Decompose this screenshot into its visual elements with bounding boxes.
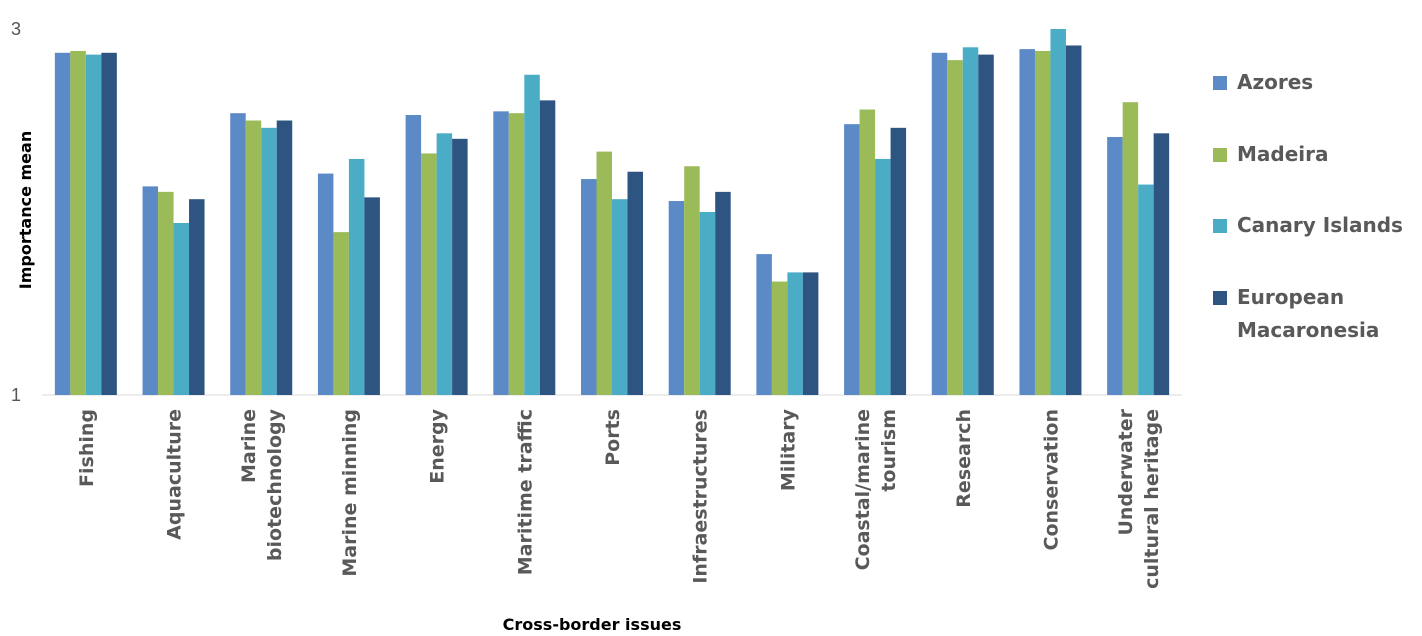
bar: [158, 191, 174, 395]
legend-label: Macaronesia: [1237, 318, 1379, 342]
bar: [756, 254, 772, 395]
legend-swatch: [1213, 76, 1227, 90]
bar: [787, 272, 803, 395]
bar: [493, 111, 509, 395]
legend-swatch: [1213, 148, 1227, 162]
bar: [405, 115, 422, 395]
y-tick-label: 3: [11, 19, 21, 39]
bar: [508, 113, 525, 396]
y-axis-title: Importance mean: [16, 131, 35, 289]
y-tick-label: 1: [11, 385, 21, 405]
legend: Azores Madeira Canary Islands European Macar…: [1213, 70, 1403, 342]
x-tick-label: Military: [777, 408, 799, 491]
x-tick-label: Coastal/marine: [852, 409, 874, 570]
x-tick-label: Aquaculture: [164, 409, 186, 540]
bar: [261, 127, 277, 395]
bar: [1153, 133, 1170, 395]
bar: [1065, 45, 1082, 395]
bar: [844, 124, 860, 395]
bar: [947, 60, 963, 396]
legend-swatch: [1213, 219, 1227, 233]
bar: [962, 47, 979, 396]
bar: [931, 52, 948, 395]
bar: [715, 191, 731, 395]
bar: [890, 127, 907, 395]
x-tick-label: Infraestructures: [690, 409, 712, 584]
x-tick-label: biotechnology: [264, 408, 286, 561]
bar: [364, 197, 380, 395]
bar: [333, 232, 349, 395]
bar: [142, 186, 159, 395]
bar: [684, 166, 700, 395]
bar: [581, 179, 597, 395]
x-tick-label: Ports: [602, 409, 624, 466]
bar: [802, 272, 819, 395]
x-tick-label: Underwater: [1115, 408, 1137, 535]
bar: [85, 54, 102, 396]
bar: [875, 158, 891, 395]
bar: [1019, 49, 1035, 395]
x-tick-label: cultural heritage: [1141, 409, 1163, 589]
bar: [421, 153, 437, 395]
bar: [317, 173, 334, 395]
bar: [245, 120, 262, 395]
x-tick-label: tourism: [878, 409, 900, 492]
legend-label: Canary Islands: [1237, 213, 1403, 237]
bar: [1107, 136, 1123, 395]
bars: [54, 29, 1170, 396]
bar: [276, 120, 293, 395]
bar: [452, 138, 468, 396]
bar: [524, 74, 540, 395]
x-tick-label: Fishing: [76, 409, 98, 487]
bar: [978, 54, 994, 396]
x-tick-label: Marine: [238, 409, 260, 483]
x-tick-label: Marine minning: [339, 409, 361, 577]
x-axis-title: Cross-border issues: [503, 615, 682, 634]
bar: [771, 281, 788, 395]
bar: [101, 52, 117, 395]
bar: [1138, 184, 1154, 395]
x-tick-label: Energy: [427, 408, 449, 483]
bar: [539, 100, 556, 396]
bar: [189, 199, 205, 395]
bar: [596, 151, 612, 395]
category-labels: Fishing Aquaculture Marine biotechnology Mar…: [76, 408, 1163, 589]
legend-label: European: [1237, 285, 1344, 309]
x-tick-label: Research: [953, 409, 975, 508]
bar: [54, 52, 71, 395]
x-tick-label: Maritime traffic: [514, 409, 536, 575]
bar: [1050, 29, 1066, 395]
bar: [612, 199, 628, 395]
bar: [699, 212, 716, 395]
legend-label: Azores: [1237, 70, 1313, 94]
bar: [348, 158, 365, 395]
legend-label: Madeira: [1237, 142, 1329, 166]
bar: [1034, 50, 1051, 396]
bar: [230, 113, 246, 396]
bar: [1122, 102, 1139, 395]
bar: [627, 171, 643, 395]
legend-swatch: [1213, 291, 1227, 305]
x-tick-label: Conservation: [1040, 409, 1062, 550]
bar: [668, 201, 685, 395]
bar: [70, 50, 86, 396]
bar: [859, 109, 876, 396]
bar: [173, 222, 190, 395]
bar: [436, 133, 453, 395]
